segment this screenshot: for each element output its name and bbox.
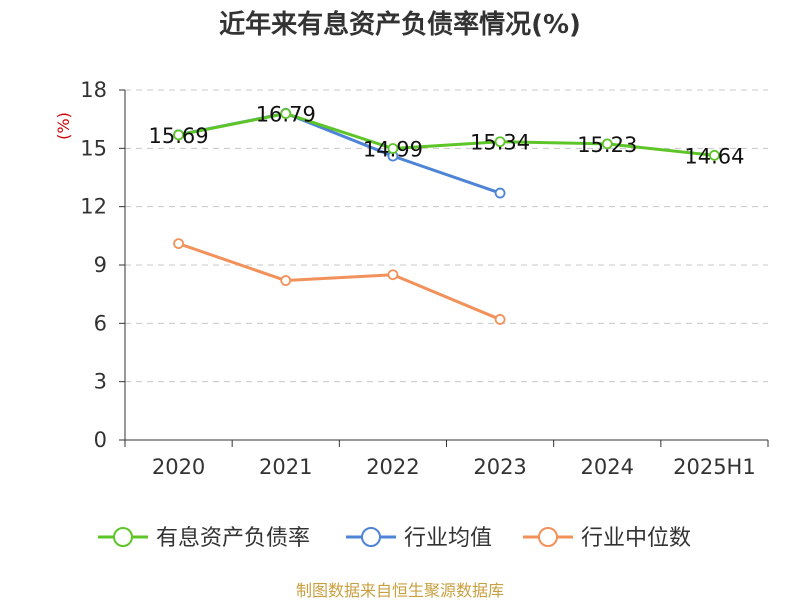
data-point xyxy=(280,108,292,119)
source-note: 制图数据来自恒生聚源数据库 xyxy=(296,581,504,600)
series-line-0 xyxy=(178,112,715,157)
legend-marker xyxy=(113,527,133,547)
y-tick-label: 6 xyxy=(94,311,107,335)
axes: 0 3 6 9 12 15 18 2020 2021 2022 2023 2024 2025H1 xyxy=(80,78,769,479)
series-lines xyxy=(173,107,720,325)
legend-marker xyxy=(361,527,381,547)
series-line-2 xyxy=(178,242,501,321)
data-label: 15.69 xyxy=(149,124,209,148)
y-tick-label: 9 xyxy=(94,253,107,277)
data-point xyxy=(280,275,292,286)
legend-label: 行业均值 xyxy=(404,526,492,551)
data-point xyxy=(494,314,506,325)
data-label: 14.64 xyxy=(684,144,744,168)
x-tick-label: 2023 xyxy=(473,455,526,479)
legend: 有息资产负债率 行业均值 行业中位数 xyxy=(98,526,691,551)
y-tick-label: 15 xyxy=(80,136,107,160)
data-point xyxy=(601,138,613,150)
data-point xyxy=(494,187,506,199)
data-point xyxy=(709,149,720,161)
y-tick-label: 3 xyxy=(94,370,107,394)
y-tick-label: 18 xyxy=(80,78,107,102)
chart-title: 近年来有息资产负债率情况(%) xyxy=(219,9,581,40)
data-label: 15.23 xyxy=(577,133,637,157)
y-axis-label: (%) xyxy=(54,112,73,140)
x-tick-label: 2024 xyxy=(581,455,634,479)
data-label: 14.99 xyxy=(363,138,423,162)
data-labels: 15.69 16.79 14.99 15.34 15.23 14.64 xyxy=(149,103,745,169)
data-point xyxy=(173,238,184,250)
data-label: 15.34 xyxy=(470,131,530,155)
data-point xyxy=(494,136,506,148)
data-label: 16.79 xyxy=(256,103,316,127)
data-point xyxy=(387,269,399,281)
data-point xyxy=(387,143,399,154)
x-tick-label: 2022 xyxy=(366,455,419,479)
legend-marker xyxy=(538,527,558,547)
legend-label: 行业中位数 xyxy=(581,526,691,551)
x-tick-label: 2025H1 xyxy=(673,455,756,479)
y-tick-label: 12 xyxy=(80,195,107,219)
grid-lines xyxy=(125,89,768,383)
y-tick-label: 0 xyxy=(94,428,107,452)
data-point xyxy=(173,129,184,141)
x-tick-label: 2021 xyxy=(259,455,312,479)
legend-label: 有息资产负债率 xyxy=(156,526,310,551)
x-tick-label: 2020 xyxy=(152,455,205,479)
